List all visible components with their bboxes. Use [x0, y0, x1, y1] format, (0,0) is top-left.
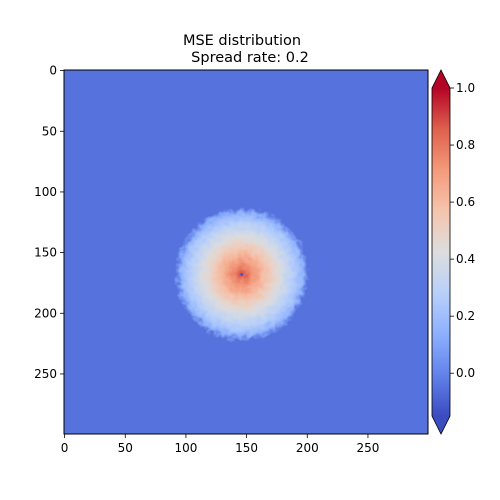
x-tick-label: 100: [174, 441, 197, 455]
plot-frame: [63, 69, 429, 435]
heatmap-plot: [63, 69, 429, 435]
colorbar-tick-label: 1.0: [456, 81, 475, 95]
colorbar-tick-label: 0.8: [456, 138, 475, 152]
colorbar-tick-label: 0.6: [456, 195, 475, 209]
chart-title: MSE distribution: [183, 33, 301, 49]
x-tick-label: 50: [118, 441, 133, 455]
y-tick-label: 200: [34, 306, 57, 320]
y-tick-label: 0: [49, 64, 57, 78]
y-axis: 0 50 100 150 200 250: [34, 64, 64, 381]
x-tick-label: 200: [296, 441, 319, 455]
x-tick-label: 0: [61, 441, 69, 455]
y-tick-label: 50: [42, 124, 57, 138]
x-tick-label: 150: [235, 441, 258, 455]
colorbar-ticks: 0.0 0.2 0.4 0.6 0.8 1.0: [450, 81, 475, 380]
colorbar-tick-label: 0.0: [456, 366, 475, 380]
colorbar-tick-label: 0.4: [456, 252, 475, 266]
colorbar-tick-label: 0.2: [456, 309, 475, 323]
colorbar-gradient: [432, 88, 450, 416]
y-tick-label: 150: [34, 246, 57, 260]
colorbar-outline: [431, 69, 451, 435]
x-tick-label: 250: [356, 441, 379, 455]
colorbar-extend-top: [432, 70, 450, 88]
x-axis: 0 50 100 150 200 250: [61, 434, 379, 455]
colorbar: 0.0 0.2 0.4 0.6 0.8 1.0: [431, 69, 475, 435]
y-tick-label: 100: [34, 185, 57, 199]
hotspot-center-marker: [240, 273, 244, 276]
colorbar-extend-bottom: [432, 416, 450, 434]
chart-subtitle: Spread rate: 0.2: [191, 50, 309, 66]
y-tick-label: 250: [34, 367, 57, 381]
